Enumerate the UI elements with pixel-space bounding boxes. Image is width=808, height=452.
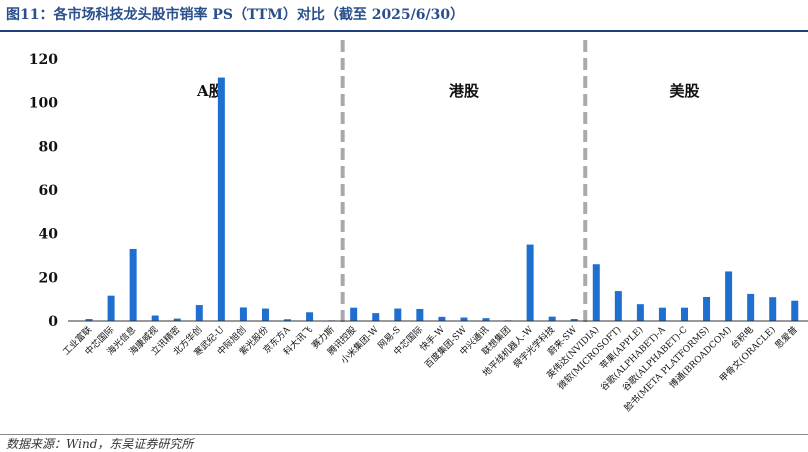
ps-bar-chart: 0 20 40 60 80 100 120 A股 港股 美股 工业富联中芯国际海光信息海康威视立…: [29, 40, 808, 414]
bar: [416, 308, 424, 321]
bar-series: [85, 77, 799, 321]
bar: [548, 316, 556, 321]
title-divider: [0, 30, 808, 32]
bar: [284, 319, 292, 321]
bar: [460, 317, 468, 321]
bar: [107, 295, 115, 321]
bar: [195, 305, 203, 321]
x-tick-label: 思爱普: [772, 324, 800, 352]
bar: [769, 297, 777, 321]
bar: [306, 312, 314, 321]
bar: [394, 308, 402, 321]
bar: [85, 319, 93, 321]
bar: [592, 264, 600, 321]
y-tick-label: 20: [39, 270, 59, 286]
bar: [482, 318, 490, 321]
source-divider: [0, 434, 808, 435]
bar: [658, 307, 666, 321]
y-tick-label: 120: [29, 52, 58, 68]
bar: [636, 304, 644, 321]
bar: [725, 271, 733, 321]
y-tick-label: 60: [39, 183, 59, 199]
y-tick-label: 80: [39, 139, 59, 155]
bar: [614, 291, 622, 321]
group-label: 美股: [669, 82, 700, 100]
y-tick-label: 40: [39, 227, 59, 243]
bar: [350, 307, 358, 321]
bar: [570, 319, 578, 321]
group-label: A股: [196, 82, 225, 100]
y-tick-label: 100: [29, 96, 58, 112]
bar: [151, 315, 159, 321]
y-axis: 0 20 40 60 80 100 120: [29, 52, 58, 330]
bar: [526, 244, 534, 321]
bar: [217, 77, 225, 321]
bar: [239, 307, 247, 321]
source-note: 数据来源：Wind，东吴证券研究所: [6, 437, 194, 451]
bar: [129, 248, 137, 321]
bar: [747, 293, 755, 321]
x-axis-labels: 工业富联中芯国际海光信息海康威视立讯精密北方华创寒武纪-U中际旭创紫光股份京东方…: [60, 323, 800, 414]
bar: [261, 308, 269, 321]
chart-title: 图11：各市场科技龙头股市销率 PS（TTM）对比（截至 2025/6/30）: [6, 7, 465, 23]
group-separators: [340, 40, 588, 323]
bar: [703, 296, 711, 321]
group-label: 港股: [449, 82, 480, 100]
bar: [680, 307, 688, 321]
bar: [173, 318, 181, 321]
bar: [372, 313, 380, 321]
bar: [791, 300, 799, 321]
bar: [438, 316, 446, 321]
group-labels: A股 港股 美股: [196, 82, 700, 100]
y-tick-label: 0: [48, 314, 58, 330]
